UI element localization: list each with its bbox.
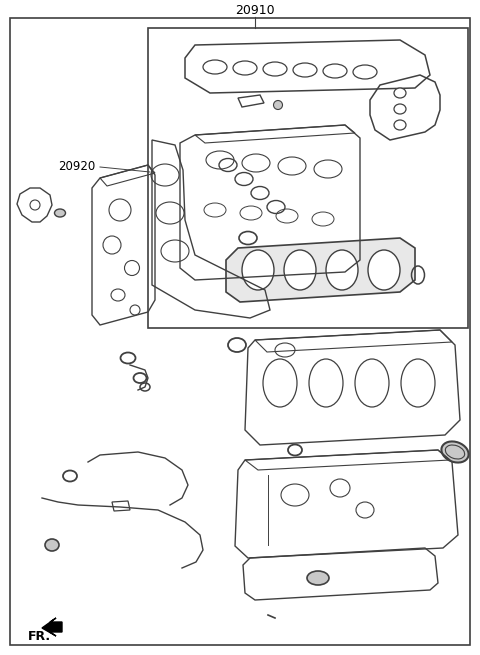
Polygon shape <box>226 238 415 302</box>
Ellipse shape <box>442 441 468 462</box>
Ellipse shape <box>284 250 316 290</box>
Ellipse shape <box>274 100 283 109</box>
Ellipse shape <box>394 120 406 130</box>
Ellipse shape <box>326 250 358 290</box>
Ellipse shape <box>242 250 274 290</box>
Ellipse shape <box>394 104 406 114</box>
Text: 20910: 20910 <box>235 3 275 16</box>
Ellipse shape <box>368 250 400 290</box>
Ellipse shape <box>307 571 329 585</box>
Polygon shape <box>42 618 62 636</box>
Ellipse shape <box>394 88 406 98</box>
Ellipse shape <box>55 209 65 217</box>
Ellipse shape <box>45 539 59 551</box>
Text: 20920: 20920 <box>58 160 95 174</box>
Text: FR.: FR. <box>28 629 51 643</box>
